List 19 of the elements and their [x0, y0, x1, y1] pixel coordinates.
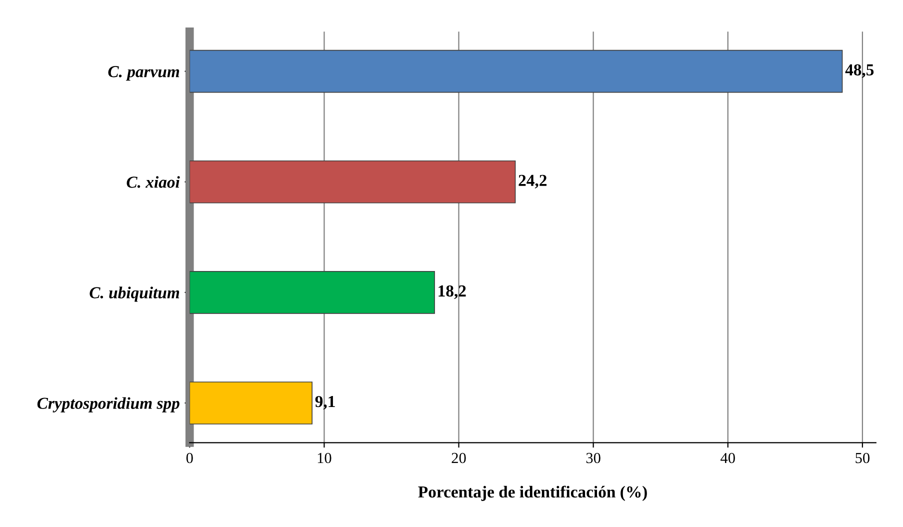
x-axis-title: Porcentaje de identificación (%) — [418, 486, 647, 501]
x-tick-label: 20 — [452, 452, 466, 464]
y-tick-label: C. ubiquitum — [90, 286, 180, 302]
data-label: 24,2 — [518, 174, 547, 188]
data-label: 18,2 — [438, 285, 466, 300]
y-tick-label: C. parvum — [108, 66, 180, 81]
x-tick-label: 30 — [586, 452, 600, 464]
bar — [190, 382, 313, 424]
y-tick-label: Cryptosporidium spp — [37, 397, 180, 412]
y-tick-label: C. xiaoi — [126, 176, 180, 188]
data-label: 48,5 — [845, 64, 874, 78]
bar — [190, 271, 435, 314]
x-tick-label: 40 — [720, 452, 735, 464]
x-tick-label: 10 — [318, 452, 332, 464]
data-label: 9,1 — [315, 396, 335, 410]
bar — [190, 50, 843, 93]
x-tick-label: 50 — [856, 452, 870, 464]
x-tick-label: 0 — [186, 452, 193, 464]
bar — [190, 160, 516, 204]
